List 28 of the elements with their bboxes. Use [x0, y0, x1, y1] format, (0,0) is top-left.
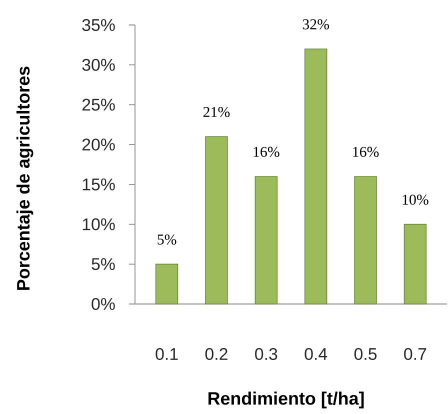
y-tick-label: 0% [92, 298, 115, 310]
y-tick-label: 35% [82, 19, 115, 31]
y-tick-label: 30% [82, 58, 115, 71]
y-tick-label: 10% [82, 218, 115, 230]
y-tick-label: 20% [82, 138, 115, 151]
bar [304, 48, 328, 304]
y-axis-title: Porcentaje de agricultores [16, 66, 34, 290]
bar [205, 136, 228, 304]
data-label: 16% [353, 146, 379, 157]
data-label: 32% [302, 19, 330, 30]
data-label: 21% [203, 106, 230, 118]
x-axis-title: Rendimiento [t/ha] [208, 392, 364, 408]
x-tick-label: 0.3 [255, 348, 278, 360]
y-tick-label: 25% [82, 98, 115, 111]
x-tick-label: 0.7 [404, 348, 426, 360]
bar [155, 264, 178, 304]
bar [354, 176, 377, 304]
y-tick-label: 15% [82, 178, 115, 190]
bar [404, 224, 427, 304]
x-tick-label: 0.4 [304, 348, 328, 360]
bar [254, 176, 278, 304]
x-tick-label: 0.5 [354, 348, 377, 360]
x-tick-label: 0.1 [156, 348, 178, 360]
y-tick-label: 5% [92, 258, 115, 270]
data-label: 16% [254, 146, 280, 157]
data-label: 10% [402, 194, 428, 205]
data-label: 5% [158, 234, 176, 245]
x-tick-label: 0.2 [205, 348, 228, 360]
